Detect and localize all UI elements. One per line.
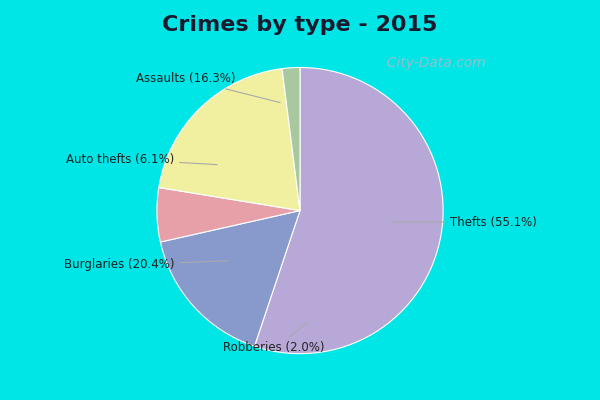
Text: Assaults (16.3%): Assaults (16.3%)	[136, 72, 280, 102]
Wedge shape	[157, 188, 300, 242]
Wedge shape	[159, 68, 300, 210]
Text: Robberies (2.0%): Robberies (2.0%)	[223, 324, 325, 354]
Wedge shape	[282, 68, 300, 210]
Text: Auto thefts (6.1%): Auto thefts (6.1%)	[66, 152, 217, 166]
Text: City-Data.com: City-Data.com	[378, 56, 486, 70]
Text: Burglaries (20.4%): Burglaries (20.4%)	[64, 258, 229, 272]
Wedge shape	[160, 210, 300, 346]
Wedge shape	[254, 68, 443, 354]
Text: Thefts (55.1%): Thefts (55.1%)	[392, 216, 537, 228]
Text: Crimes by type - 2015: Crimes by type - 2015	[163, 15, 437, 35]
